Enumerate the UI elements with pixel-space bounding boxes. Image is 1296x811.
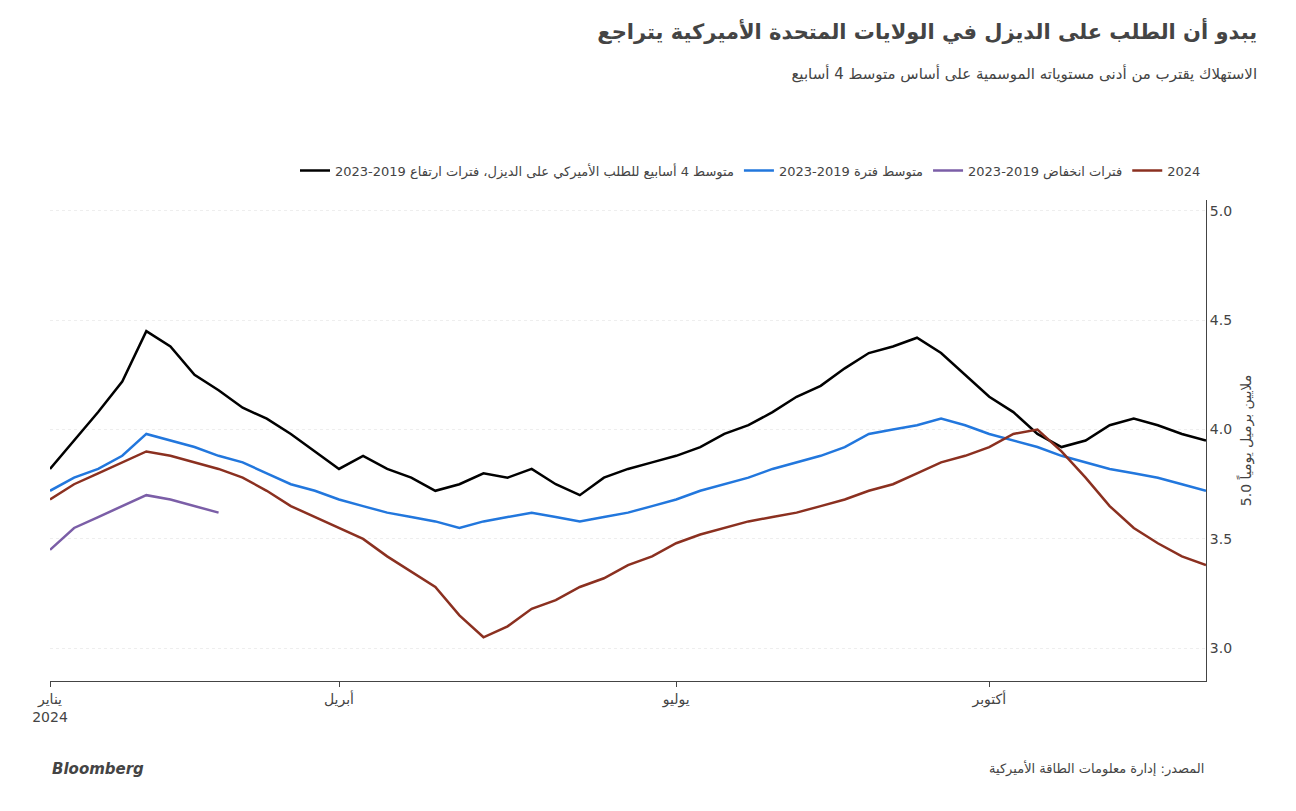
svg-text:متوسط فترة 2019-2023: متوسط فترة 2019-2023 [779, 164, 923, 180]
svg-text:Bloomberg: Bloomberg [52, 760, 144, 778]
svg-text:4.0: 4.0 [1210, 421, 1232, 437]
svg-text:3.0: 3.0 [1210, 640, 1232, 656]
svg-text:3.5: 3.5 [1210, 531, 1232, 547]
svg-text:متوسط 4 أسابيع للطلب الأميركي: متوسط 4 أسابيع للطلب الأميركي على الديزل… [335, 163, 734, 180]
svg-text:يوليو: يوليو [662, 691, 690, 708]
svg-text:أكتوبر: أكتوبر [971, 690, 1006, 708]
svg-text:الاستهلاك يقترب من أدنى مستويا: الاستهلاك يقترب من أدنى مستوياته الموسمي… [791, 64, 1257, 83]
svg-text:يناير2024: يناير2024 [32, 691, 68, 725]
svg-text:2024: 2024 [1167, 164, 1200, 179]
svg-text:المصدر: إدارة معلومات الطاقة ا: المصدر: إدارة معلومات الطاقة الأميركية [989, 760, 1204, 777]
svg-text:4.5: 4.5 [1210, 312, 1232, 328]
svg-text:5.0 ملايين برميل يومياً: 5.0 ملايين برميل يومياً [1236, 375, 1255, 506]
svg-text:فترات انخفاض 2019-2023: فترات انخفاض 2019-2023 [968, 164, 1122, 180]
svg-text:يبدو أن الطلب على الديزل في ال: يبدو أن الطلب على الديزل في الولايات الم… [597, 17, 1257, 44]
svg-text:5.0: 5.0 [1210, 203, 1232, 219]
svg-text:أبريل: أبريل [324, 690, 354, 708]
